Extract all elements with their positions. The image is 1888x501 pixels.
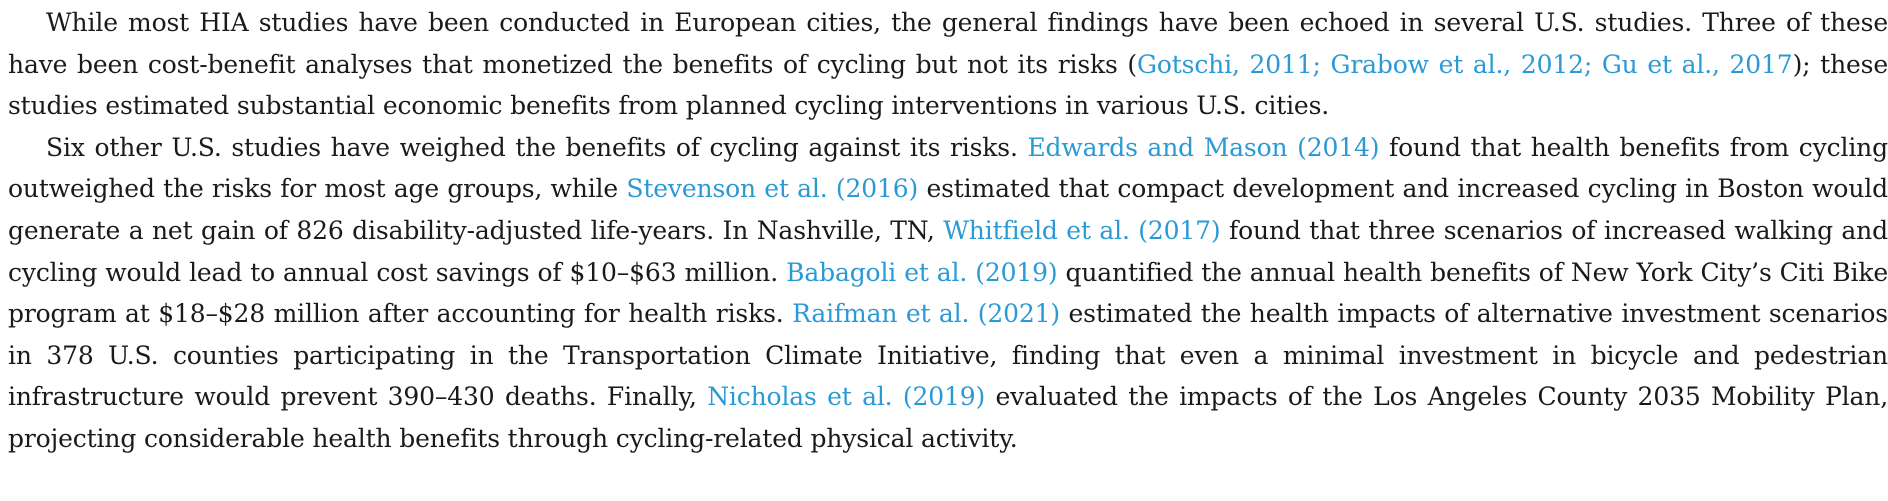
paragraph-text: While most HIA studies have been conduct… — [8, 8, 1888, 79]
paragraph-text: found that three scenarios of increased … — [8, 215, 1888, 287]
paragraph-text: estimated that compact development and i… — [8, 174, 1888, 245]
paragraph-us-studies: Six other U.S. studies have weighed the … — [8, 127, 1888, 460]
paragraph-text: ); these studies estimated substantial e… — [8, 49, 1888, 121]
paragraph-text: Six other U.S. studies have weighed the … — [46, 132, 1028, 162]
paragraph-text: found that health benefits from cycling … — [8, 132, 1888, 204]
citation-link-gotschi-grabow-gu[interactable]: Gotschi, 2011; Grabow et al., 2012; Gu e… — [1137, 49, 1793, 79]
citation-link-edwards-mason[interactable]: Edwards and Mason (2014) — [1027, 132, 1380, 162]
citation-link-nicholas[interactable]: Nicholas et al. (2019) — [707, 382, 986, 412]
citation-link-stevenson[interactable]: Stevenson et al. (2016) — [626, 174, 919, 204]
paragraph-text: quantified the annual health benefits of… — [8, 257, 1888, 329]
citation-link-whitfield[interactable]: Whitfield et al. (2017) — [943, 215, 1221, 245]
citation-link-babagoli[interactable]: Babagoli et al. (2019) — [786, 257, 1058, 287]
paragraph-text: evaluated the impacts of the Los Angeles… — [8, 382, 1888, 453]
paragraph-text: estimated the health impacts of alternat… — [8, 299, 1888, 412]
citation-link-raifman[interactable]: Raifman et al. (2021) — [792, 299, 1060, 329]
paragraph-hia-studies: While most HIA studies have been conduct… — [8, 2, 1888, 127]
